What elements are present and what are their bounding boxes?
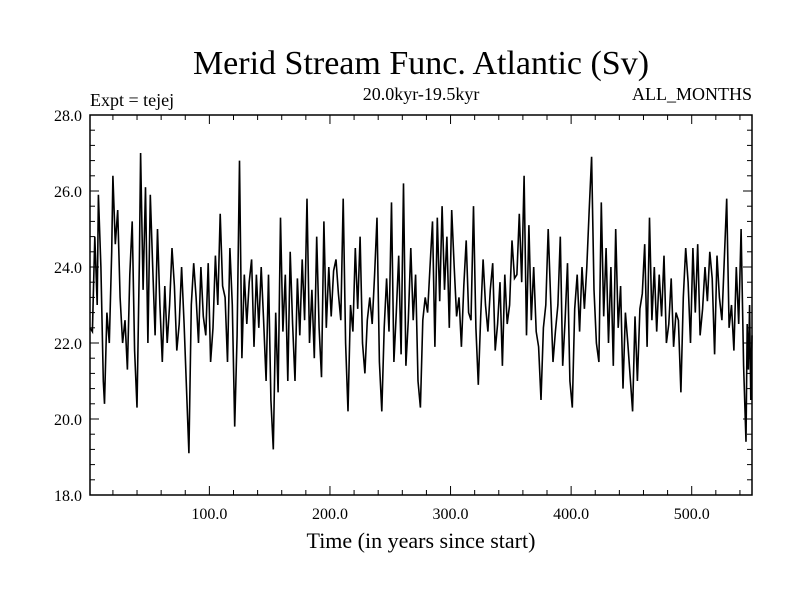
x-tick-label: 100.0 xyxy=(191,506,227,523)
y-tick-label: 22.0 xyxy=(54,336,82,353)
x-tick-label: 200.0 xyxy=(312,506,348,523)
chart-subtitle: 20.0kyr-19.5kyr xyxy=(363,84,480,104)
y-tick-label: 18.0 xyxy=(54,488,82,505)
plot-frame xyxy=(89,114,753,496)
y-tick-label: 24.0 xyxy=(54,260,82,277)
x-axis-label: Time (in years since start) xyxy=(307,528,536,553)
series-line xyxy=(89,152,753,454)
months-label: ALL_MONTHS xyxy=(632,84,752,104)
x-tick-label: 400.0 xyxy=(553,506,589,523)
x-tick-label: 300.0 xyxy=(433,506,469,523)
experiment-label: Expt = tejej xyxy=(90,90,174,110)
y-tick-label: 28.0 xyxy=(54,108,82,125)
data-series xyxy=(89,152,753,454)
y-tick-label: 26.0 xyxy=(54,184,82,201)
axis-tick-labels: 100.0 200.0 300.0 400.0 500.0 18.0 20.0 22.0 24.… xyxy=(54,108,710,523)
x-tick-label: 500.0 xyxy=(674,506,710,523)
y-tick-label: 20.0 xyxy=(54,412,82,429)
chart-title: Merid Stream Func. Atlantic (Sv) xyxy=(193,45,649,82)
